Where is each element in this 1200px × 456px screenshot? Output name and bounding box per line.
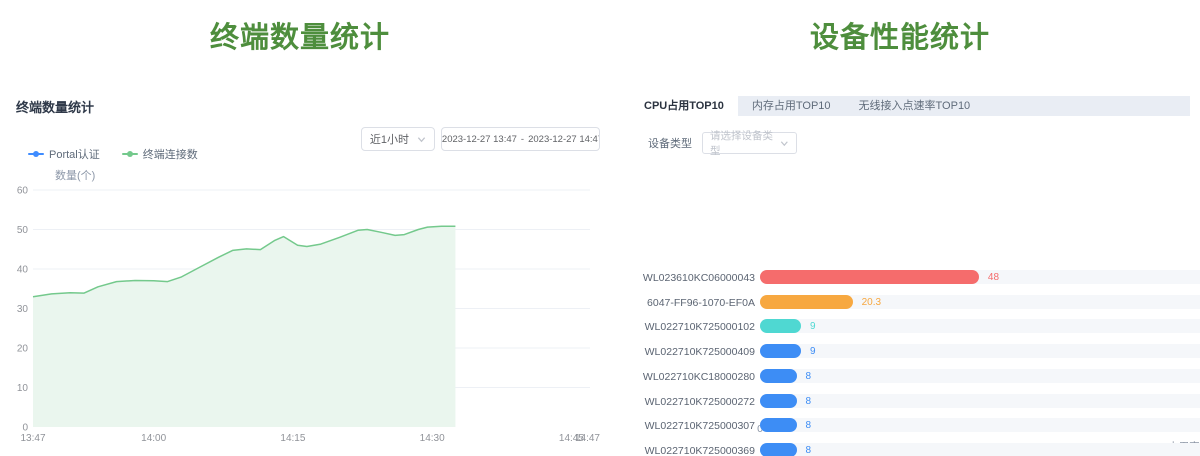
bar bbox=[760, 393, 797, 408]
bar-category-label: 6047-FF96-1070-EF0A bbox=[647, 296, 755, 309]
bar-value-label: 8 bbox=[805, 444, 812, 456]
x-tick-label: 14:15 bbox=[280, 433, 305, 444]
date-range-start: 2023-12-27 13:47 bbox=[441, 133, 517, 145]
bar-row: WL022710K725000272 8 bbox=[630, 393, 1200, 408]
bar-row: WL022710K725000409 9 bbox=[630, 344, 1200, 359]
performance-tabs: CPU占用TOP10 内存占用TOP10 无线接入点速率TOP10 bbox=[630, 96, 1190, 116]
bar-category-label: WL023610KC06000043 bbox=[642, 272, 755, 284]
tab-0[interactable]: CPU占用TOP10 bbox=[630, 96, 738, 116]
device-type-label: 设备类型 bbox=[648, 138, 692, 150]
bar-row: WL022710KC18000280 8 bbox=[630, 368, 1200, 383]
chart-controls: 近1小时 2023-12-27 13:47 - 2023-12-27 14:47 bbox=[360, 127, 600, 151]
legend-label: Portal认证 bbox=[49, 149, 100, 161]
legend-item-1[interactable]: 终端连接数 bbox=[121, 146, 198, 162]
bar bbox=[760, 294, 853, 309]
x-tick-label: 14:00 bbox=[141, 433, 166, 444]
bar-track bbox=[760, 393, 1200, 408]
time-range-value: 近1小时 bbox=[369, 134, 409, 146]
bar-row: WL022710K725000307 8 bbox=[630, 418, 1200, 433]
bar-category-label: WL022710K725000272 bbox=[644, 395, 755, 408]
bar bbox=[760, 418, 797, 433]
right-section-title: 设备性能统计 bbox=[809, 22, 990, 54]
device-type-row: 设备类型 请选择设备类型 bbox=[648, 130, 797, 157]
bar-track bbox=[760, 319, 1200, 334]
series-line bbox=[32, 225, 456, 298]
y-tick-label: 10 bbox=[17, 383, 29, 394]
tab-2[interactable]: 无线接入点速率TOP10 bbox=[858, 100, 971, 112]
date-range-picker[interactable]: 2023-12-27 13:47 - 2023-12-27 14:47 bbox=[441, 127, 600, 151]
legend-item-0[interactable]: Portal认证 bbox=[28, 146, 100, 162]
bar-track bbox=[760, 418, 1200, 433]
bar-value-label: 8 bbox=[805, 420, 812, 432]
bar-value-label: 8 bbox=[805, 395, 812, 407]
bar-category-label: WL022710K725000369 bbox=[644, 444, 755, 456]
y-tick-label: 0 bbox=[22, 423, 28, 434]
y-axis-name: 数量(个) bbox=[55, 170, 96, 182]
terminal-stats-section: 终端数量统计 终端数量统计 近1小时 2023-12-27 13:47 - 20… bbox=[16, 22, 600, 445]
x-tick-label: 13:47 bbox=[20, 433, 45, 444]
bar-row: 6047-FF96-1070-EF0A 20.3 bbox=[630, 294, 1200, 309]
date-range-end: 2023-12-27 14:47 bbox=[528, 133, 600, 145]
bar-row: WL023610KC06000043 48 bbox=[630, 270, 1200, 284]
legend-marker-icon bbox=[121, 150, 138, 158]
bar-category-label: WL022710K725000307 bbox=[644, 420, 755, 433]
tab-1[interactable]: 内存占用TOP10 bbox=[751, 100, 831, 112]
bar-track bbox=[760, 344, 1200, 359]
bar bbox=[760, 368, 797, 383]
bar-track bbox=[760, 442, 1200, 456]
time-range-select[interactable]: 近1小时 bbox=[360, 127, 435, 151]
bar-value-label: 8 bbox=[805, 370, 812, 382]
y-tick-label: 20 bbox=[17, 344, 29, 355]
left-section-title: 终端数量统计 bbox=[209, 22, 390, 54]
device-performance-section: 设备性能统计 CPU占用TOP10 内存占用TOP10 无线接入点速率TOP10 设… bbox=[600, 0, 1200, 456]
bar-x-tick-label: 0 bbox=[757, 423, 763, 435]
chart-legend: Portal认证 终端连接数 bbox=[28, 146, 198, 162]
chevron-down-icon bbox=[417, 136, 426, 142]
legend-marker-icon bbox=[28, 150, 44, 158]
y-tick-label: 30 bbox=[17, 304, 29, 315]
bar-category-label: WL022710K725000102 bbox=[644, 321, 755, 334]
bar-track bbox=[760, 294, 1200, 309]
x-tick-label: 14:45 bbox=[559, 433, 584, 444]
bar bbox=[760, 442, 797, 456]
bar bbox=[760, 270, 979, 284]
series-area-fill bbox=[33, 226, 456, 427]
y-tick-label: 50 bbox=[17, 225, 29, 236]
performance-card: CPU占用TOP10 内存占用TOP10 无线接入点速率TOP10 设备类型 请选择… bbox=[630, 96, 1200, 456]
bar bbox=[760, 344, 801, 359]
bar-value-label: 20.3 bbox=[861, 296, 882, 308]
bar bbox=[760, 319, 801, 334]
bar-track bbox=[760, 368, 1200, 383]
bar-value-label: 48 bbox=[987, 272, 1000, 283]
panel-heading: 终端数量统计 bbox=[16, 100, 95, 115]
bar-value-label: 9 bbox=[810, 321, 816, 333]
y-tick-label: 60 bbox=[17, 186, 29, 197]
chevron-down-icon bbox=[781, 140, 789, 146]
device-type-select[interactable]: 请选择设备类型 bbox=[702, 130, 797, 157]
bar-value-label: 9 bbox=[810, 346, 816, 358]
bar-row: WL022710K725000102 9 bbox=[630, 319, 1200, 334]
bar-category-label: WL022710K725000409 bbox=[644, 346, 755, 359]
y-tick-label: 40 bbox=[17, 265, 29, 276]
device-type-placeholder: 请选择设备类型 bbox=[710, 130, 773, 157]
legend-label: 终端连接数 bbox=[142, 149, 198, 161]
date-range-separator: - bbox=[520, 133, 525, 145]
cpu-top10-bar-chart: 020406080100 占用率(%) WL023610KC0600004348… bbox=[630, 96, 1200, 456]
x-tick-label: 14:47 bbox=[575, 433, 600, 444]
bar-row: WL022710K725000369 8 bbox=[630, 442, 1200, 456]
x-tick-label: 14:30 bbox=[420, 433, 445, 444]
bar-category-label: WL022710KC18000280 bbox=[642, 370, 755, 383]
terminal-count-line-chart: 0 10 20 30 40 50 60 13:47 14:00 14:15 14:30 14:4514… bbox=[17, 186, 600, 445]
